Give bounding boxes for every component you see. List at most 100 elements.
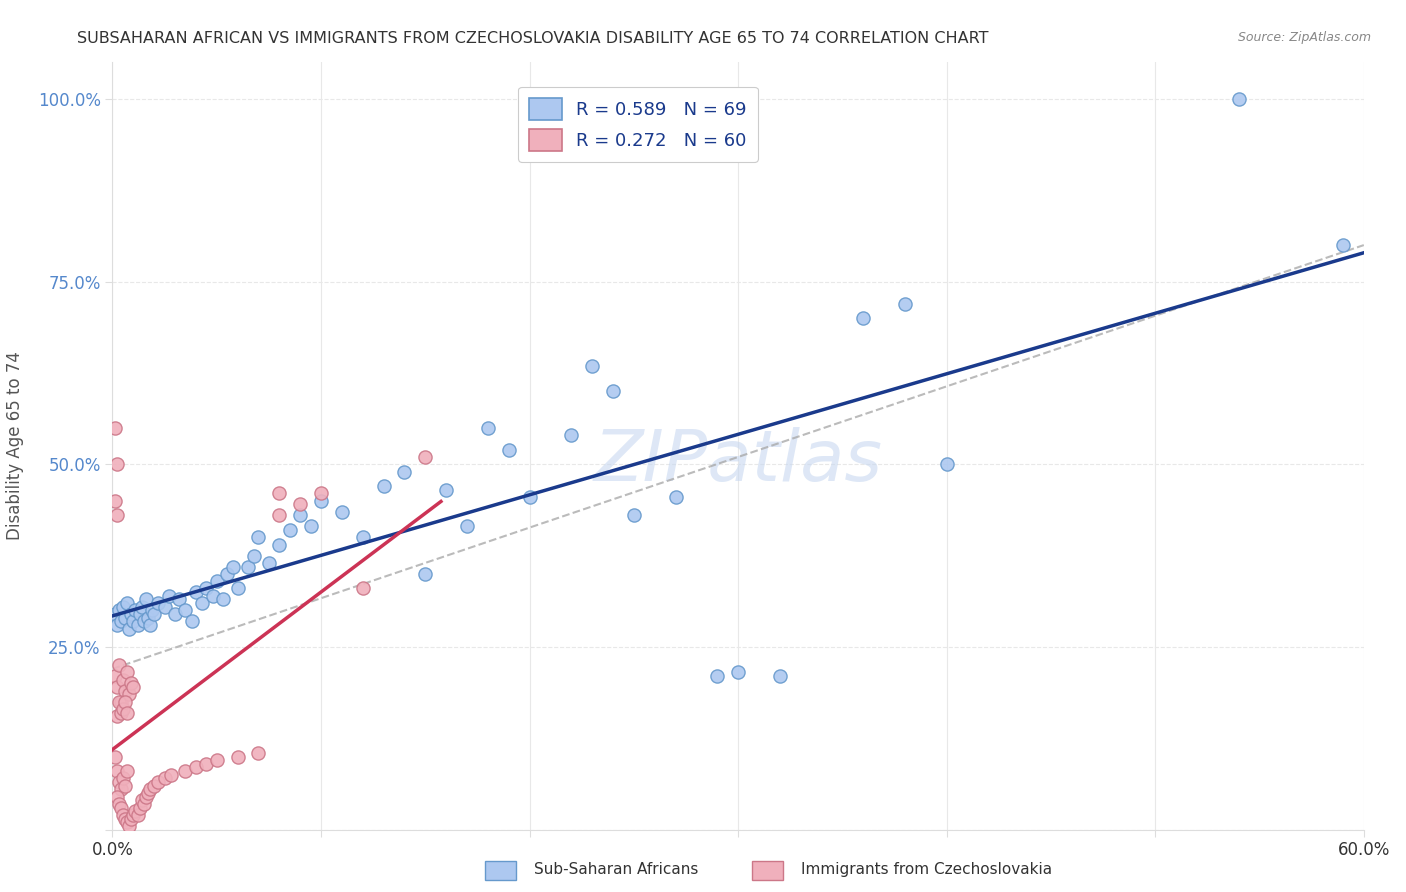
Point bbox=[105, 680, 128, 694]
Point bbox=[184, 760, 207, 774]
Point bbox=[110, 800, 132, 814]
Point bbox=[163, 607, 186, 621]
Point bbox=[180, 615, 202, 629]
Point bbox=[110, 615, 132, 629]
Point bbox=[139, 618, 162, 632]
Point bbox=[519, 490, 541, 504]
Point bbox=[148, 775, 170, 789]
Text: Sub-Saharan Africans: Sub-Saharan Africans bbox=[534, 863, 699, 877]
Point bbox=[122, 680, 145, 694]
Text: Immigrants from Czechoslovakia: Immigrants from Czechoslovakia bbox=[801, 863, 1053, 877]
Point bbox=[217, 566, 239, 581]
Point bbox=[226, 582, 249, 596]
Point bbox=[309, 486, 332, 500]
Point bbox=[290, 498, 312, 512]
Point bbox=[184, 585, 207, 599]
Point bbox=[205, 753, 228, 767]
Point bbox=[141, 603, 163, 617]
Point bbox=[105, 508, 128, 523]
Point bbox=[122, 808, 145, 822]
Point bbox=[107, 695, 129, 709]
Point bbox=[105, 457, 128, 471]
Point bbox=[103, 669, 125, 683]
Point bbox=[131, 793, 153, 807]
Text: Source: ZipAtlas.com: Source: ZipAtlas.com bbox=[1237, 31, 1371, 45]
Point bbox=[103, 607, 125, 621]
Point bbox=[107, 603, 129, 617]
Point bbox=[131, 599, 153, 614]
Point bbox=[103, 493, 125, 508]
Point bbox=[127, 808, 149, 822]
Point bbox=[143, 779, 166, 793]
Point bbox=[434, 483, 457, 497]
Point bbox=[118, 819, 141, 833]
Point bbox=[111, 673, 134, 687]
Point bbox=[174, 764, 197, 778]
Point bbox=[935, 457, 957, 471]
Legend: R = 0.589   N = 69, R = 0.272   N = 60: R = 0.589 N = 69, R = 0.272 N = 60 bbox=[519, 87, 758, 161]
Point bbox=[128, 607, 150, 621]
Point bbox=[269, 486, 291, 500]
Point bbox=[114, 695, 136, 709]
Point bbox=[226, 749, 249, 764]
Point bbox=[769, 669, 792, 683]
Point bbox=[727, 665, 749, 680]
Point bbox=[114, 683, 136, 698]
Point bbox=[107, 797, 129, 811]
Point bbox=[191, 596, 214, 610]
Point bbox=[894, 296, 917, 310]
Point bbox=[103, 421, 125, 435]
Point bbox=[115, 815, 138, 830]
Point bbox=[107, 775, 129, 789]
Point bbox=[127, 618, 149, 632]
Point bbox=[111, 772, 134, 786]
Point bbox=[135, 592, 157, 607]
Point bbox=[110, 706, 132, 720]
Point bbox=[111, 808, 134, 822]
Point bbox=[153, 599, 176, 614]
Point bbox=[103, 749, 125, 764]
Point bbox=[115, 706, 138, 720]
Point bbox=[269, 538, 291, 552]
Point bbox=[394, 465, 416, 479]
Point bbox=[143, 607, 166, 621]
Point bbox=[247, 530, 270, 544]
Point bbox=[107, 658, 129, 673]
Point bbox=[148, 596, 170, 610]
Point bbox=[105, 618, 128, 632]
Point bbox=[212, 592, 235, 607]
Point bbox=[706, 669, 728, 683]
Point bbox=[174, 603, 197, 617]
Point bbox=[477, 421, 499, 435]
Point bbox=[120, 812, 142, 826]
Point bbox=[120, 676, 142, 690]
Point bbox=[243, 549, 266, 563]
Point bbox=[456, 519, 478, 533]
Point bbox=[201, 589, 224, 603]
Point bbox=[623, 508, 645, 523]
Point bbox=[118, 687, 141, 701]
Point bbox=[115, 764, 138, 778]
Point bbox=[132, 615, 155, 629]
Point bbox=[413, 566, 436, 581]
Point bbox=[132, 797, 155, 811]
Point bbox=[352, 582, 374, 596]
Point bbox=[139, 782, 162, 797]
Point bbox=[602, 384, 624, 399]
Point bbox=[111, 599, 134, 614]
Point bbox=[665, 490, 688, 504]
Point bbox=[222, 559, 245, 574]
Point bbox=[110, 782, 132, 797]
Text: ZIPatlas: ZIPatlas bbox=[593, 427, 883, 496]
Point bbox=[120, 607, 142, 621]
Point bbox=[290, 508, 312, 523]
Point bbox=[195, 582, 218, 596]
Point bbox=[136, 610, 159, 624]
Point bbox=[105, 709, 128, 723]
Point bbox=[330, 505, 353, 519]
Point bbox=[498, 442, 520, 457]
Point bbox=[115, 596, 138, 610]
Point bbox=[373, 479, 395, 493]
Point bbox=[114, 812, 136, 826]
Point bbox=[299, 519, 322, 533]
